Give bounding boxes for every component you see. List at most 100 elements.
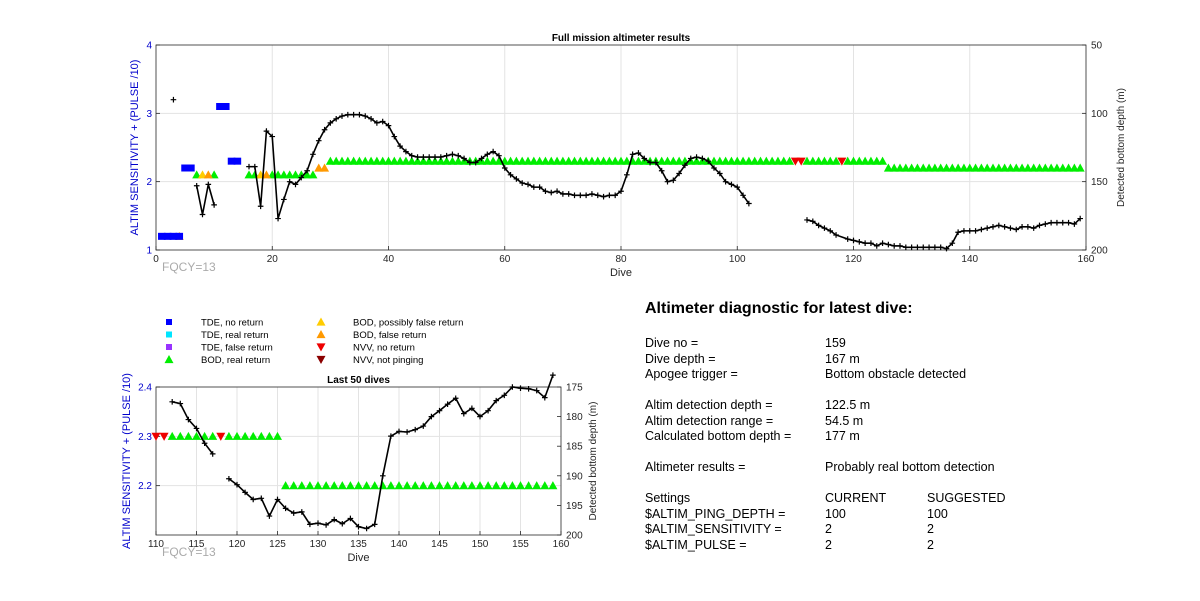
- bod-real-return-marker: [523, 156, 533, 165]
- last-50-dives-chart: 110 115 120 125 130 135 140 145 150 155 160 2.2 2.3 2…: [121, 372, 599, 564]
- bod-real-return-marker: [183, 431, 193, 440]
- bod-real-return-marker: [575, 156, 585, 165]
- bottom-depth-point: [282, 505, 289, 512]
- bottom-depth-point: [269, 133, 276, 140]
- bottom-depth-point: [485, 407, 491, 414]
- bod-real-return-marker: [918, 163, 928, 172]
- bod-real-return-marker: [616, 156, 626, 165]
- bod-real-return-marker: [622, 156, 632, 165]
- bod-real-return-marker: [354, 156, 364, 165]
- bod-real-return-marker: [436, 156, 446, 165]
- bod-real-return-marker: [337, 156, 347, 165]
- tde-no-return-marker: [181, 164, 189, 172]
- bod-real-return-marker: [175, 431, 185, 440]
- bod-real-return-marker: [548, 481, 558, 490]
- bottom-depth-point: [242, 489, 248, 496]
- bod-real-return-marker: [453, 156, 463, 165]
- bod-real-return-marker: [337, 481, 347, 490]
- bottom-depth-point: [234, 481, 240, 488]
- bod-real-return-marker: [410, 481, 420, 490]
- dive-no-label: Dive no =: [645, 336, 699, 350]
- bottom-depth-point: [1054, 219, 1060, 226]
- bottom-depth-point: [533, 387, 540, 394]
- bod-real-return-marker: [540, 481, 550, 490]
- bod-real-return-marker: [593, 156, 603, 165]
- bod-real-return-marker: [599, 156, 609, 165]
- tde-no-return-marker: [163, 232, 172, 240]
- bottom-depth-point: [274, 496, 281, 503]
- bod-real-return-marker: [878, 156, 888, 165]
- bod-real-return-marker: [321, 481, 331, 490]
- bottom-depth-point: [209, 451, 216, 457]
- bod-real-return-marker: [930, 163, 940, 172]
- bottom-depth-point: [333, 116, 339, 122]
- nvv-no-return-marker: [837, 157, 847, 166]
- legend-label: TDE, no return: [201, 318, 263, 329]
- bod-real-return-marker: [982, 163, 992, 172]
- bottom-depth-point: [298, 174, 305, 181]
- calc-depth-label: Calculated bottom depth =: [645, 429, 792, 443]
- x-tick-label: 125: [269, 539, 286, 550]
- settings-header-row: Settings CURRENT SUGGESTED: [645, 491, 1165, 507]
- bottom-depth-point: [827, 228, 834, 234]
- x-tick-label: 140: [391, 539, 408, 550]
- y-tick-label: 2.4: [138, 383, 152, 394]
- bod-real-return-marker: [1005, 163, 1015, 172]
- legend-label: BOD, false return: [353, 330, 426, 341]
- bottom-depth-point: [1077, 215, 1083, 222]
- bod-real-return-marker: [988, 163, 998, 172]
- bottom-depth-point: [1048, 219, 1054, 226]
- legend-label: BOD, real return: [201, 355, 270, 366]
- bottom-depth-point: [682, 162, 688, 169]
- bottom-depth-point: [879, 240, 886, 246]
- bod-real-return-marker: [325, 156, 335, 165]
- bottom-depth-point: [426, 154, 432, 160]
- bottom-depth-point: [961, 228, 967, 234]
- bod-real-return-marker: [907, 163, 917, 172]
- bottom-depth-point: [396, 428, 402, 435]
- bottom-depth-point: [363, 525, 370, 532]
- bottom-depth-point: [536, 184, 543, 190]
- altim-range-label: Altim detection range =: [645, 413, 774, 428]
- nvv-no-return-marker: [151, 432, 161, 441]
- bod-real-return-marker: [971, 163, 981, 172]
- bod-real-return-marker: [459, 481, 469, 490]
- bottom-depth-point: [321, 126, 328, 133]
- bod-real-return-marker: [744, 156, 754, 165]
- bottom-depth-point: [275, 215, 281, 222]
- bottom-depth-point: [966, 228, 973, 234]
- bottom-depth-point: [612, 192, 618, 199]
- altim-depth-row: Altim detection depth = 122.5 m: [645, 398, 1165, 414]
- bottom-depth-point: [356, 111, 363, 118]
- bod-real-return-marker: [1046, 163, 1056, 172]
- altimeter-diagnostic-panel: Altimeter diagnostic for latest dive: Di…: [645, 300, 1165, 553]
- x-tick-label: 145: [431, 539, 448, 550]
- bottom-depth-point: [347, 515, 354, 522]
- bottom-depth-point: [379, 118, 386, 125]
- bod-real-return-marker: [281, 481, 291, 490]
- bottom-depth-point: [420, 154, 427, 160]
- bottom-depth-point: [897, 243, 903, 249]
- bod-real-return-marker: [331, 156, 341, 165]
- bottom-depth-point: [432, 154, 438, 160]
- bottom-depth-point: [420, 423, 427, 429]
- bod-real-return-marker: [209, 170, 219, 179]
- legend-label: TDE, false return: [201, 343, 273, 354]
- bod-real-return-marker: [362, 481, 372, 490]
- bod-real-return-marker: [825, 156, 835, 165]
- bottom-depth-point: [693, 154, 700, 160]
- bottom-depth-point: [542, 188, 549, 195]
- bod-real-return-marker: [715, 156, 725, 165]
- nvv-no-return-marker: [796, 157, 806, 166]
- x-tick-label: 140: [961, 254, 978, 265]
- x-tick-label: 160: [553, 539, 570, 550]
- bottom-depth-point: [350, 111, 357, 118]
- x-tick-label: 20: [267, 254, 279, 265]
- bottom-depth-point: [717, 170, 723, 177]
- bottom-depth-point: [517, 385, 524, 391]
- bod-real-return-marker: [1069, 163, 1079, 172]
- bod-real-return-marker: [167, 431, 177, 440]
- bottom-depth-point: [201, 440, 208, 447]
- legend-square-icon: [166, 344, 172, 350]
- bottom-depth-point: [185, 416, 192, 423]
